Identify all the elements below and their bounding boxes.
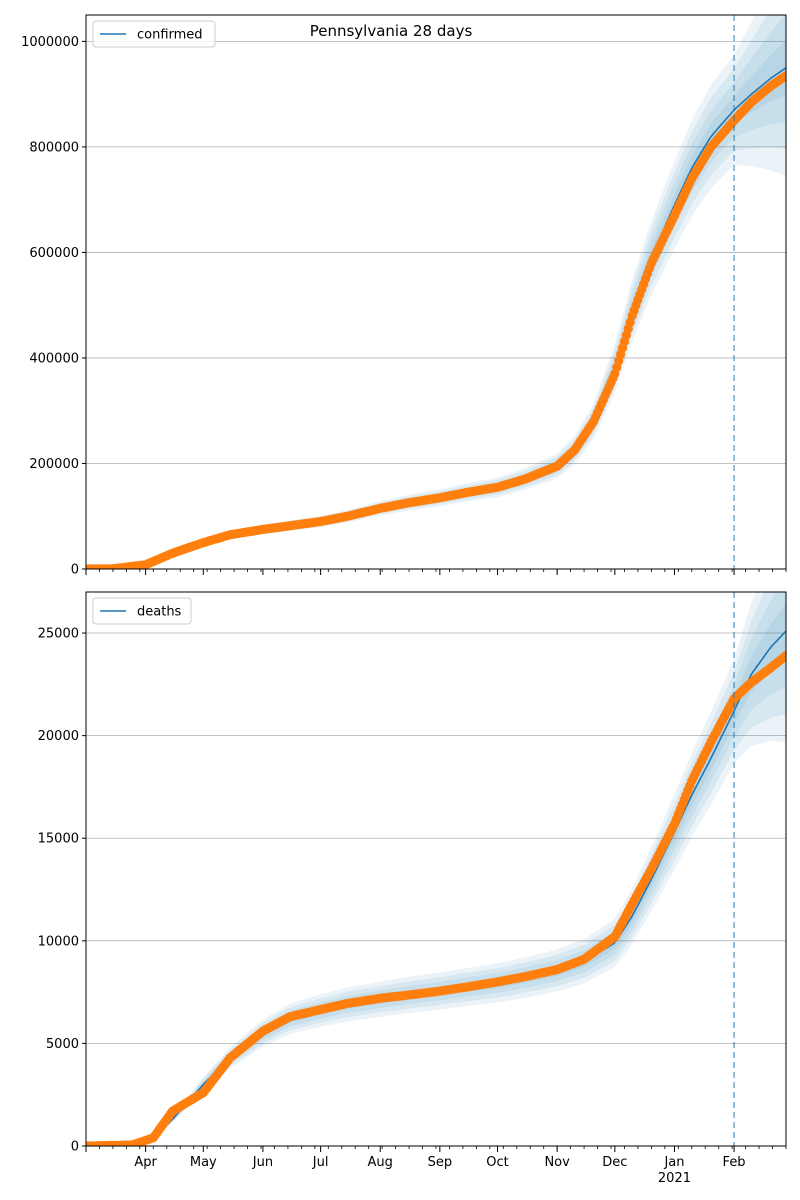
y-tick-label: 800000	[29, 140, 79, 155]
observed-point	[781, 651, 786, 661]
deaths-model-line	[86, 630, 786, 1146]
uncertainty-band-2	[86, 592, 786, 1146]
uncertainty-band-2	[86, 15, 786, 569]
x-year-label: 2021	[658, 1171, 691, 1186]
y-tick-label: 200000	[29, 457, 79, 472]
y-tick-label: 15000	[38, 832, 79, 847]
y-tick-label: 5000	[46, 1037, 79, 1052]
y-tick-label: 20000	[38, 729, 79, 744]
x-tick-label: Aug	[368, 1155, 393, 1170]
axes-frame	[85, 14, 787, 570]
legend-box	[92, 597, 192, 625]
chart-title: Pennsylvania 28 days	[310, 22, 473, 40]
plot-area	[86, 592, 786, 1146]
uncertainty-band-1	[86, 592, 786, 1146]
y-tick-label: 400000	[29, 351, 79, 366]
uncertainty-band-4	[86, 40, 786, 569]
x-tick-label: Oct	[486, 1155, 508, 1170]
x-tick-label: Sep	[428, 1155, 453, 1170]
uncertainty-band-1	[86, 15, 786, 569]
x-tick-label: Nov	[544, 1155, 570, 1170]
deaths-panel: 0 5000 10000 15000 20000 25000 Apr May Jun Jul Aug…	[38, 591, 787, 1186]
plot-area	[86, 15, 786, 569]
y-tick-label: 25000	[38, 627, 79, 642]
x-tick-label: Dec	[602, 1155, 627, 1170]
y-tick-label: 0	[71, 563, 79, 578]
legend: confirmed	[92, 20, 216, 48]
axes-frame	[85, 591, 787, 1147]
y-tick-label: 0	[71, 1140, 79, 1155]
confirmed-panel: 0 200000 400000 600000 800000 1000000 Pennsylv…	[21, 14, 787, 578]
x-tick-label: May	[190, 1155, 217, 1170]
legend: deaths	[92, 597, 192, 625]
legend-box	[92, 20, 216, 48]
x-tick-label: Jan	[663, 1155, 684, 1170]
uncertainty-band-3	[86, 15, 786, 569]
y-tick-label: 1000000	[21, 35, 79, 50]
uncertainty-band-3	[86, 592, 786, 1146]
x-tick-label: Jun	[252, 1155, 273, 1170]
x-tick-label: Feb	[723, 1155, 746, 1170]
y-tick-label: 600000	[29, 246, 79, 261]
observed-point	[781, 71, 786, 81]
x-tick-label: Apr	[134, 1155, 157, 1170]
y-tick-label: 10000	[38, 934, 79, 949]
legend-label: confirmed	[137, 28, 203, 43]
x-tick-label: Jul	[312, 1155, 329, 1170]
legend-label: deaths	[137, 605, 182, 620]
uncertainty-band-4	[86, 603, 786, 1146]
